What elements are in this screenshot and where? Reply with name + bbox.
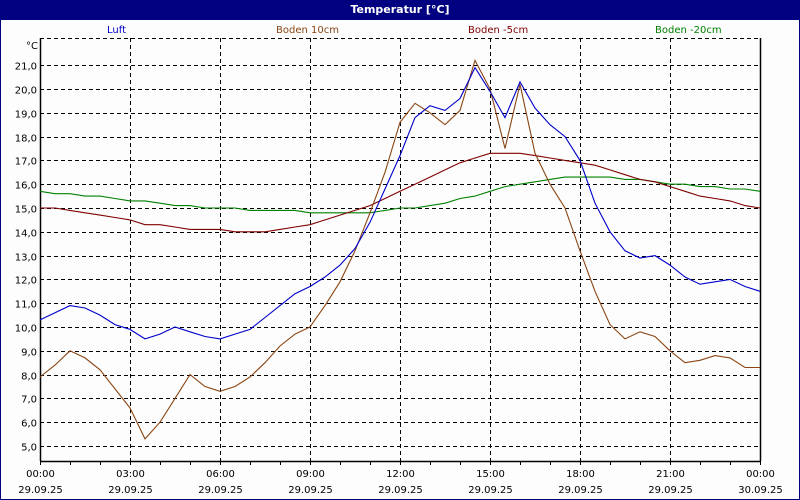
- y-axis-labels: 21,0 20,0 19,0 18,0 17,0 16,0 15,0 14,0 13,0 12,0…: [15, 62, 37, 454]
- svg-text:14,0: 14,0: [15, 229, 37, 240]
- svg-text:29.09.25: 29.09.25: [18, 485, 63, 496]
- svg-text:00:00: 00:00: [746, 469, 775, 480]
- svg-text:6,0: 6,0: [21, 419, 37, 430]
- svg-text:17,0: 17,0: [15, 157, 37, 168]
- svg-text:16,0: 16,0: [15, 181, 37, 192]
- chart-title: Temperatur [°C]: [1, 1, 799, 20]
- svg-text:18,0: 18,0: [15, 134, 37, 145]
- svg-text:06:00: 06:00: [206, 469, 235, 480]
- svg-text:21,0: 21,0: [15, 62, 37, 73]
- svg-text:21:00: 21:00: [656, 469, 685, 480]
- svg-text:20,0: 20,0: [15, 86, 37, 97]
- svg-text:7,0: 7,0: [21, 395, 37, 406]
- x-axis-labels: 00:00 29.09.25 03:00 29.09.25 06:00 29.09.25 0…: [18, 469, 783, 496]
- svg-text:29.09.25: 29.09.25: [378, 485, 423, 496]
- series-luft: [39, 66, 761, 340]
- series-boden-10cm: [39, 58, 760, 440]
- svg-text:8,0: 8,0: [21, 372, 37, 383]
- grid-lines: [39, 38, 762, 465]
- data-series: [39, 58, 761, 440]
- legend-boden-10cm: Boden 10cm: [276, 25, 339, 36]
- legend-boden-minus-20cm: Boden -20cm: [655, 25, 722, 36]
- svg-text:29.09.25: 29.09.25: [198, 485, 243, 496]
- svg-text:5,0: 5,0: [21, 443, 37, 454]
- svg-text:29.09.25: 29.09.25: [108, 485, 153, 496]
- svg-text:15:00: 15:00: [476, 469, 505, 480]
- svg-text:29.09.25: 29.09.25: [288, 485, 333, 496]
- series-boden-5cm: [40, 152, 761, 233]
- svg-text:29.09.25: 29.09.25: [558, 485, 603, 496]
- svg-text:18:00: 18:00: [566, 469, 595, 480]
- svg-text:30.09.25: 30.09.25: [738, 485, 783, 496]
- svg-text:12,0: 12,0: [15, 276, 37, 287]
- svg-text:09:00: 09:00: [296, 469, 325, 480]
- svg-text:15,0: 15,0: [15, 205, 37, 216]
- svg-text:29.09.25: 29.09.25: [468, 485, 513, 496]
- svg-text:19,0: 19,0: [15, 110, 37, 121]
- svg-text:03:00: 03:00: [116, 469, 145, 480]
- svg-text:13,0: 13,0: [15, 253, 37, 264]
- svg-text:9,0: 9,0: [21, 348, 37, 359]
- svg-text:29.09.25: 29.09.25: [648, 485, 693, 496]
- svg-text:12:00: 12:00: [386, 469, 415, 480]
- legend-boden-minus-5cm: Boden -5cm: [468, 25, 529, 36]
- svg-text:11,0: 11,0: [15, 300, 37, 311]
- svg-text:10,0: 10,0: [15, 324, 37, 335]
- svg-text:00:00: 00:00: [26, 469, 55, 480]
- legend-luft: Luft: [107, 25, 126, 36]
- y-axis-unit: °C: [26, 41, 38, 52]
